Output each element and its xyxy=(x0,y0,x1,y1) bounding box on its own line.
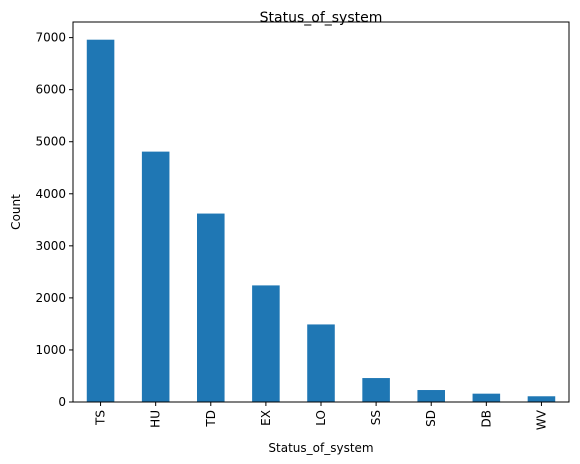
x-tick-label: TS xyxy=(94,410,108,426)
y-axis: 0 1000 2000 3000 4000 5000 6000 7000 xyxy=(35,31,73,409)
chart-title: Status_of_system xyxy=(260,10,383,26)
x-tick-label: HU xyxy=(149,410,163,428)
y-tick-label: 7000 xyxy=(35,31,66,45)
bar-db xyxy=(472,393,501,402)
bar-hu xyxy=(141,151,170,402)
x-tick-label: WV xyxy=(534,409,548,430)
y-tick-label: 1000 xyxy=(35,343,66,357)
x-tick-label: DB xyxy=(479,410,493,427)
bar-sd xyxy=(417,390,445,402)
bars-layer xyxy=(86,39,556,402)
y-axis-label: Count xyxy=(9,194,23,230)
y-tick-label: 4000 xyxy=(35,187,66,201)
x-tick-label: SS xyxy=(369,410,383,425)
y-tick-label: 3000 xyxy=(35,239,66,253)
y-tick-label: 6000 xyxy=(35,83,66,97)
x-tick-label: EX xyxy=(259,410,273,426)
bar-ts xyxy=(86,39,115,402)
x-tick-label: TD xyxy=(204,410,218,428)
x-tick-label: LO xyxy=(314,410,328,426)
bar-ss xyxy=(362,378,390,402)
y-tick-label: 0 xyxy=(58,395,66,409)
bar-lo xyxy=(307,324,335,402)
x-tick-label: SD xyxy=(424,410,438,427)
y-tick-label: 5000 xyxy=(35,135,66,149)
bar-ex xyxy=(252,285,280,402)
bar-wv xyxy=(527,396,556,402)
bar-td xyxy=(197,213,225,402)
x-axis: TS HU TD EX LO SS SD DB WV xyxy=(94,402,548,430)
x-axis-label: Status_of_system xyxy=(268,441,373,455)
y-tick-label: 2000 xyxy=(35,291,66,305)
